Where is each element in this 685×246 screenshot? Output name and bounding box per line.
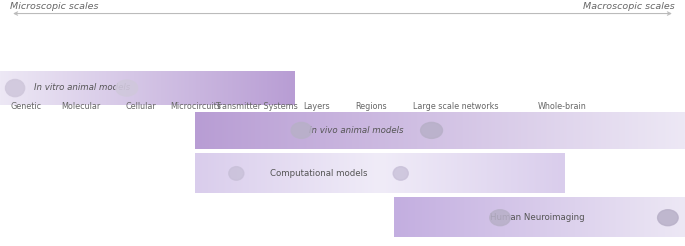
Ellipse shape bbox=[116, 80, 138, 96]
Ellipse shape bbox=[658, 210, 678, 226]
Text: Large scale networks: Large scale networks bbox=[413, 102, 498, 111]
Text: Macroscopic scales: Macroscopic scales bbox=[583, 1, 675, 11]
Text: Microcircuits: Microcircuits bbox=[170, 102, 221, 111]
Ellipse shape bbox=[291, 122, 312, 138]
Ellipse shape bbox=[229, 167, 244, 180]
Text: Whole-brain: Whole-brain bbox=[537, 102, 586, 111]
Text: Computational models: Computational models bbox=[270, 169, 367, 178]
Ellipse shape bbox=[5, 79, 25, 97]
Text: In vivo animal models: In vivo animal models bbox=[309, 126, 403, 135]
Text: In vitro animal models: In vitro animal models bbox=[34, 83, 130, 92]
Ellipse shape bbox=[393, 167, 408, 180]
Text: Transmitter Systems: Transmitter Systems bbox=[216, 102, 298, 111]
Text: Regions: Regions bbox=[356, 102, 387, 111]
Ellipse shape bbox=[421, 122, 443, 138]
Ellipse shape bbox=[490, 210, 510, 226]
Text: Genetic: Genetic bbox=[10, 102, 42, 111]
Text: Microscopic scales: Microscopic scales bbox=[10, 1, 99, 11]
Text: Human Neuroimaging: Human Neuroimaging bbox=[490, 213, 585, 222]
Text: Layers: Layers bbox=[303, 102, 329, 111]
Text: Cellular: Cellular bbox=[125, 102, 155, 111]
Text: Molecular: Molecular bbox=[61, 102, 101, 111]
